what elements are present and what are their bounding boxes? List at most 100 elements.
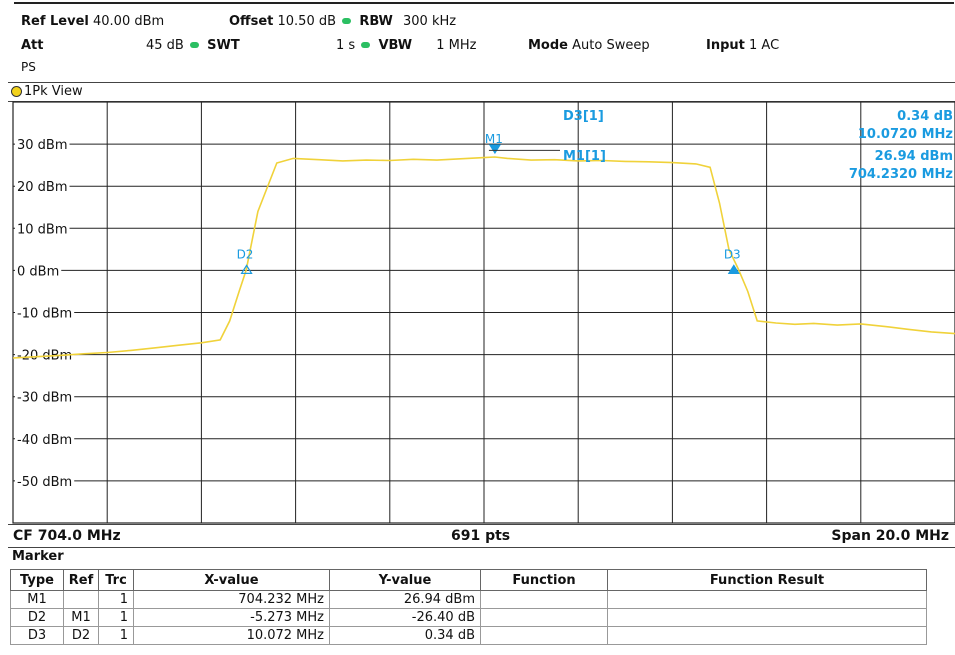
- marker-table: Type Ref Trc X-value Y-value Function Function…: [10, 569, 927, 645]
- marker-table-body: M1 1 704.232 MHz 26.94 dBm D2 M1 1 -5.273 MHz -2…: [10, 590, 927, 645]
- mode-label: Mode: [528, 38, 568, 53]
- vbw-label: VBW: [378, 38, 413, 53]
- marker-table-header-cell: Function Result: [607, 569, 927, 591]
- marker-table-cell: [480, 590, 608, 609]
- marker-table-header-cell: Ref: [63, 569, 99, 591]
- y-tick-label: 10 dBm: [17, 222, 68, 237]
- readout-label-d3: D3[1]: [563, 109, 604, 124]
- marker-table-header-cell: Type: [10, 569, 64, 591]
- trace: [12, 156, 955, 359]
- offset-value: 10.50 dB: [277, 14, 337, 29]
- marker-table-cell: 1: [98, 590, 134, 609]
- trace-line: [12, 156, 955, 359]
- marker-table-cell: M1: [63, 608, 99, 627]
- marker-table-cell: M1: [10, 590, 64, 609]
- grid: [12, 101, 955, 524]
- readout-label-m1: M1[1]: [563, 149, 606, 164]
- att-value: 45 dB: [146, 38, 184, 53]
- ref-level-setting: Ref Level 40.00 dBm: [21, 14, 164, 29]
- marker-table-header-cell: Function: [480, 569, 608, 591]
- marker-table-header-cell: Trc: [98, 569, 134, 591]
- y-tick-label-bg: [15, 345, 75, 363]
- vbw-value: 1 MHz: [436, 38, 477, 53]
- y-tick-label: -50 dBm: [17, 475, 72, 490]
- footer-bar: CF 704.0 MHz 691 pts Span 20.0 MHz: [8, 524, 955, 548]
- marker-table-cell: -5.273 MHz: [133, 608, 330, 627]
- att-value-group: 45 dB SWT: [146, 38, 240, 53]
- marker-label-d2: D2: [237, 247, 254, 261]
- marker-d2-icon: [240, 264, 253, 274]
- swt-value-group: 1 s VBW 1 MHz: [336, 38, 476, 53]
- sweep-points: 691 pts: [451, 528, 511, 544]
- readout-m1-frequency: 704.2320 MHz: [849, 167, 953, 182]
- marker-table-cell: [607, 590, 927, 609]
- att-setting: Att: [21, 38, 44, 53]
- marker-table-cell: [607, 608, 927, 627]
- marker-table-row: D3 D2 1 10.072 MHz 0.34 dB: [10, 626, 927, 645]
- offset-setting: Offset 10.50 dB RBW 300 kHz: [229, 14, 456, 29]
- trace-indicator-icon: [11, 86, 22, 97]
- y-tick-label: 0 dBm: [17, 264, 59, 279]
- y-tick-label-bg: [15, 387, 75, 405]
- marker-table-cell: 1: [98, 626, 134, 645]
- input-value: 1 AC: [749, 38, 780, 53]
- y-tick-label: -10 dBm: [17, 307, 72, 322]
- markers: M1 D2 D3: [237, 132, 741, 274]
- readout-d3-frequency: 10.0720 MHz: [858, 127, 953, 142]
- marker-table-cell: -26.40 dB: [329, 608, 481, 627]
- marker-d3-icon: [727, 264, 740, 274]
- marker-m1-icon: [488, 144, 502, 155]
- view-title: 1Pk View: [24, 84, 83, 99]
- marker-table-row: M1 1 704.232 MHz 26.94 dBm: [10, 590, 927, 609]
- top-border: [14, 2, 954, 4]
- marker-table-cell: 0.34 dB: [329, 626, 481, 645]
- y-tick-label: -40 dBm: [17, 433, 72, 448]
- marker-table-cell: 26.94 dBm: [329, 590, 481, 609]
- readout-d3-value: 0.34 dB: [897, 109, 953, 124]
- y-tick-label: -30 dBm: [17, 391, 72, 406]
- marker-table-cell: 10.072 MHz: [133, 626, 330, 645]
- y-tick-label-bg: [15, 303, 75, 321]
- marker-table-cell: [63, 590, 99, 609]
- marker-table-cell: 1: [98, 608, 134, 627]
- marker-label-d3: D3: [724, 247, 741, 261]
- marker-table-title: Marker: [12, 549, 64, 564]
- swt-value: 1 s: [336, 38, 356, 53]
- y-tick-label-bg: [15, 471, 75, 489]
- center-frequency: CF 704.0 MHz: [13, 528, 121, 544]
- marker-table-header: Type Ref Trc X-value Y-value Function Function…: [10, 569, 927, 591]
- rbw-value: 300 kHz: [403, 14, 457, 29]
- marker-table-header-cell: Y-value: [329, 569, 481, 591]
- marker-table-cell: D2: [63, 626, 99, 645]
- mode-value: Auto Sweep: [572, 38, 650, 53]
- status-dot-icon: [342, 18, 352, 24]
- marker-table-cell: [480, 608, 608, 627]
- marker-readouts: D3[1] 0.34 dB 10.0720 MHz M1[1] 26.94 dBm 704…: [563, 109, 953, 182]
- y-tick-label-bg: [15, 219, 70, 237]
- ref-level-label: Ref Level: [21, 14, 89, 29]
- att-label: Att: [21, 38, 44, 53]
- frequency-span: Span 20.0 MHz: [831, 528, 949, 544]
- rbw-label: RBW: [359, 14, 393, 29]
- y-tick-label-bg: [15, 261, 62, 279]
- ps-label: PS: [21, 60, 36, 74]
- settings-bar: Ref Level 40.00 dBm Offset 10.50 dB RBW …: [0, 0, 955, 82]
- swt-label: SWT: [207, 38, 240, 53]
- y-tick-label: 30 dBm: [17, 138, 68, 153]
- y-tick-label-bg: [15, 429, 75, 447]
- offset-label: Offset: [229, 14, 274, 29]
- marker-table-row: D2 M1 1 -5.273 MHz -26.40 dB: [10, 608, 927, 627]
- input-label: Input: [706, 38, 745, 53]
- marker-table-cell: 704.232 MHz: [133, 590, 330, 609]
- input-setting: Input 1 AC: [706, 38, 779, 53]
- y-tick-label: 20 dBm: [17, 180, 68, 195]
- status-dot-icon: [361, 42, 371, 48]
- marker-table-cell: [607, 626, 927, 645]
- marker-table-header-cell: X-value: [133, 569, 330, 591]
- y-tick-label-bg: [15, 177, 70, 195]
- marker-table-cell: D2: [10, 608, 64, 627]
- marker-label-m1: M1: [485, 132, 503, 146]
- mode-setting: Mode Auto Sweep: [528, 38, 650, 53]
